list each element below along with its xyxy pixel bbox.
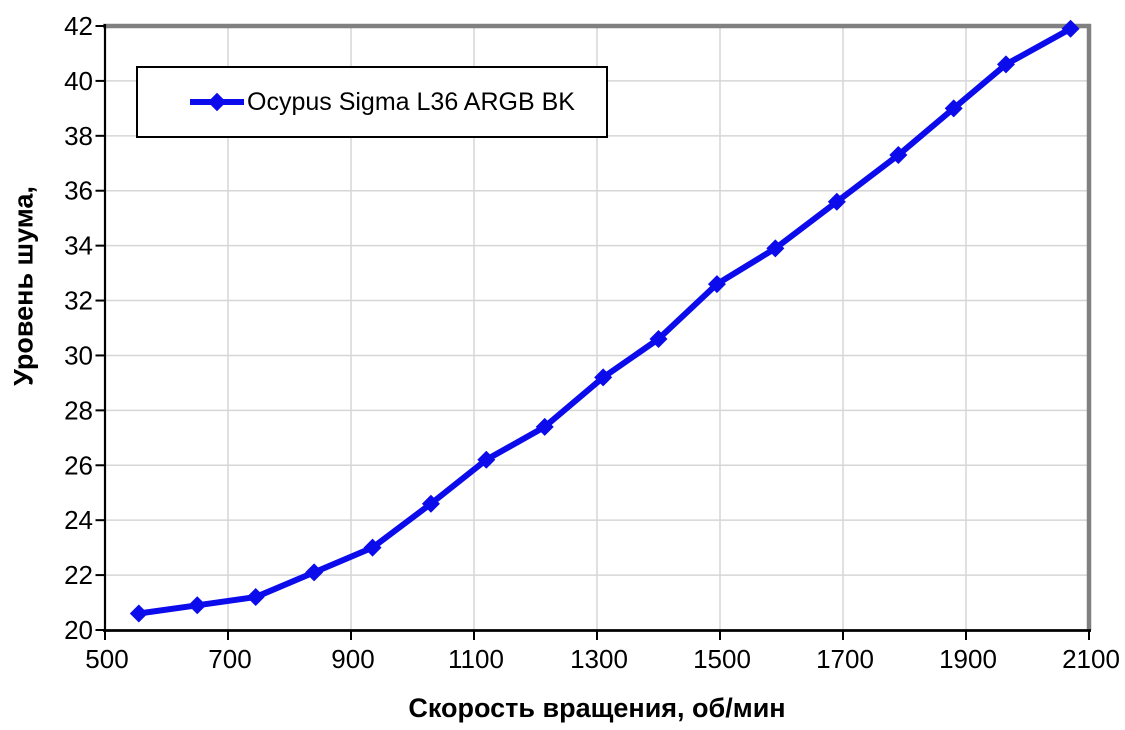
data-point-marker — [827, 192, 846, 211]
legend-diamond-marker-icon — [207, 92, 227, 112]
x-tick-label: 1300 — [570, 644, 628, 674]
data-point-marker — [477, 450, 496, 469]
y-axis-title: Уровень шума, — [8, 186, 39, 386]
x-tick-label: 900 — [331, 644, 374, 674]
x-tick-label: 1700 — [816, 644, 874, 674]
data-point-marker — [363, 538, 382, 557]
data-point-marker — [535, 417, 554, 436]
y-tick-label: 32 — [64, 286, 93, 316]
x-tick-label: 2100 — [1062, 644, 1120, 674]
legend-box: Ocypus Sigma L36 ARGB BK — [136, 66, 608, 138]
data-point-marker — [944, 99, 963, 118]
data-point-marker — [766, 239, 785, 258]
x-tick-label: 1900 — [939, 644, 997, 674]
data-point-marker — [246, 588, 265, 607]
x-tick-label: 700 — [208, 644, 251, 674]
y-tick-label: 38 — [64, 121, 93, 151]
data-point-marker — [1061, 19, 1080, 38]
data-point-marker — [421, 494, 440, 513]
data-point-marker — [129, 604, 148, 623]
data-point-marker — [594, 368, 613, 387]
y-tick-label: 26 — [64, 450, 93, 480]
y-tick-label: 22 — [64, 560, 93, 590]
y-tick-label: 28 — [64, 395, 93, 425]
y-tick-label: 34 — [64, 231, 93, 261]
y-tick-label: 40 — [64, 66, 93, 96]
y-tick-label: 24 — [64, 505, 93, 535]
legend-series-label: Ocypus Sigma L36 ARGB BK — [247, 87, 575, 116]
y-tick-label: 30 — [64, 340, 93, 370]
data-point-marker — [649, 329, 668, 348]
x-tick-label: 1100 — [448, 644, 504, 674]
data-point-marker — [996, 55, 1015, 74]
y-tick-label: 42 — [64, 11, 93, 41]
data-point-marker — [188, 596, 207, 615]
x-tick-label: 500 — [85, 644, 128, 674]
data-point-marker — [707, 275, 726, 294]
x-tick-label: 1500 — [693, 644, 751, 674]
y-tick-label: 36 — [64, 176, 93, 206]
y-tick-label: 20 — [64, 615, 93, 645]
data-point-marker — [305, 563, 324, 582]
data-point-marker — [889, 146, 908, 165]
legend-line-sample — [190, 92, 244, 112]
x-axis-title: Скорость вращения, об/мин — [408, 693, 786, 723]
